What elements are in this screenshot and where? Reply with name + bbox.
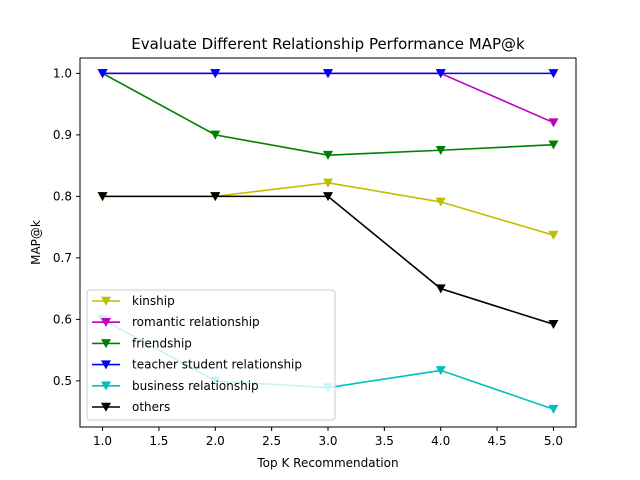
x-tick-label: 3.5 <box>375 434 394 448</box>
y-tick-label: 0.9 <box>53 128 72 142</box>
data-point-friendship <box>210 130 221 140</box>
y-tick-label: 0.8 <box>53 189 72 203</box>
y-axis-label: MAP@k <box>29 220 43 265</box>
data-point-teacher-student-relationship <box>435 69 446 79</box>
chart-title: Evaluate Different Relationship Performa… <box>131 35 525 53</box>
y-tick-label: 0.6 <box>53 312 72 326</box>
x-tick-label: 1.5 <box>149 434 168 448</box>
data-point-friendship <box>323 150 333 160</box>
data-point-teacher-student-relationship <box>548 69 559 79</box>
data-point-kinship <box>435 197 446 207</box>
axes-frame <box>79 57 577 428</box>
data-point-others <box>323 192 333 202</box>
legend-marker <box>101 402 111 412</box>
data-point-teacher-student-relationship <box>210 69 221 79</box>
data-point-kinship <box>548 230 559 240</box>
legend: kinship romantic relationship friendship te… <box>86 289 336 421</box>
axis-ticks: 1.0 1.5 2.0 2.5 3.0 3.5 4.0 4.5 5.0 0.5 0.6 0.7 0.8 0… <box>53 66 563 448</box>
data-point-business-relationship <box>435 366 446 376</box>
data-point-friendship <box>548 140 559 150</box>
x-axis-label: Top K Recommendation <box>256 456 398 470</box>
legend-marker <box>101 381 111 391</box>
y-tick-label: 0.7 <box>53 251 72 265</box>
legend-label: teacher student relationship <box>132 358 302 372</box>
data-point-romantic-relationship <box>548 118 559 128</box>
x-tick-label: 5.0 <box>544 434 563 448</box>
data-point-business-relationship <box>548 404 559 414</box>
legend-label: friendship <box>132 336 192 350</box>
legend-label: others <box>132 400 170 414</box>
data-point-teacher-student-relationship <box>323 69 333 79</box>
legend-box <box>86 289 336 421</box>
axes-border <box>79 57 577 428</box>
data-point-teacher-student-relationship <box>97 69 108 79</box>
x-tick-label: 4.0 <box>431 434 450 448</box>
x-tick-label: 1.0 <box>93 434 112 448</box>
data-point-others <box>210 192 221 202</box>
data-point-others <box>97 192 108 202</box>
data-point-kinship <box>323 178 333 188</box>
legend-label: romantic relationship <box>132 315 260 329</box>
data-point-others <box>435 284 446 294</box>
y-tick-label: 0.5 <box>53 374 72 388</box>
data-point-others <box>548 320 559 330</box>
x-tick-label: 4.5 <box>488 434 507 448</box>
legend-marker <box>101 339 111 349</box>
legend-label: business relationship <box>132 379 259 393</box>
x-tick-label: 3.0 <box>318 434 337 448</box>
data-point-friendship <box>435 146 446 155</box>
legend-marker <box>101 317 111 327</box>
x-tick-label: 2.0 <box>206 434 225 448</box>
legend-marker <box>101 296 111 306</box>
x-tick-label: 2.5 <box>262 434 281 448</box>
y-tick-label: 1.0 <box>53 66 72 80</box>
legend-label: kinship <box>132 294 175 308</box>
legend-marker <box>101 360 111 370</box>
